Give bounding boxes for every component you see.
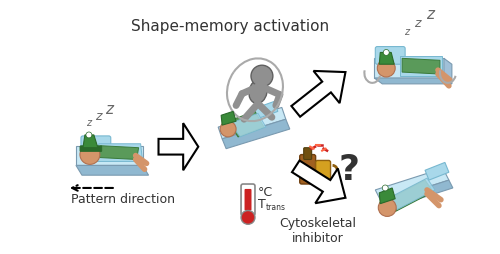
Ellipse shape (249, 80, 267, 103)
FancyBboxPatch shape (81, 136, 111, 154)
Polygon shape (374, 78, 452, 84)
Circle shape (80, 145, 100, 164)
Text: z: z (404, 27, 409, 37)
Text: Shape-memory activation: Shape-memory activation (131, 19, 329, 34)
Circle shape (378, 199, 396, 216)
FancyBboxPatch shape (304, 148, 312, 160)
Text: z: z (414, 17, 420, 30)
Text: °C: °C (258, 186, 273, 199)
Polygon shape (83, 135, 98, 148)
FancyBboxPatch shape (316, 161, 330, 182)
Polygon shape (230, 113, 266, 137)
Polygon shape (374, 58, 444, 78)
Polygon shape (158, 123, 198, 170)
Circle shape (378, 59, 395, 77)
FancyBboxPatch shape (80, 146, 102, 152)
Polygon shape (76, 146, 142, 165)
Circle shape (220, 121, 236, 137)
Polygon shape (425, 162, 449, 180)
Text: z: z (426, 7, 434, 22)
FancyBboxPatch shape (241, 184, 255, 215)
Polygon shape (380, 188, 395, 204)
Polygon shape (99, 146, 138, 160)
FancyBboxPatch shape (244, 189, 252, 211)
Polygon shape (292, 71, 346, 117)
Polygon shape (76, 165, 148, 175)
Circle shape (241, 211, 255, 224)
Text: trans: trans (266, 203, 286, 212)
Polygon shape (292, 161, 346, 203)
Polygon shape (387, 180, 433, 212)
Polygon shape (221, 111, 236, 125)
Polygon shape (444, 58, 452, 84)
Text: Pattern direction: Pattern direction (71, 193, 175, 206)
Circle shape (382, 185, 388, 191)
Polygon shape (389, 178, 435, 210)
Circle shape (86, 132, 92, 138)
FancyBboxPatch shape (376, 46, 405, 64)
Polygon shape (252, 102, 278, 119)
Text: z: z (105, 102, 113, 117)
FancyBboxPatch shape (300, 155, 316, 184)
Text: z: z (95, 110, 102, 123)
Polygon shape (218, 107, 286, 139)
Polygon shape (228, 111, 264, 137)
Text: T: T (258, 198, 266, 211)
Polygon shape (376, 168, 449, 202)
Polygon shape (97, 144, 142, 162)
Polygon shape (380, 52, 394, 64)
Text: z: z (86, 118, 91, 128)
Text: ?: ? (339, 153, 360, 187)
Circle shape (251, 65, 273, 87)
Circle shape (384, 50, 389, 55)
Polygon shape (222, 119, 290, 149)
Polygon shape (400, 56, 442, 76)
Text: Cytoskeletal
inhibitor: Cytoskeletal inhibitor (279, 217, 356, 245)
Polygon shape (402, 58, 440, 74)
Polygon shape (382, 180, 453, 210)
